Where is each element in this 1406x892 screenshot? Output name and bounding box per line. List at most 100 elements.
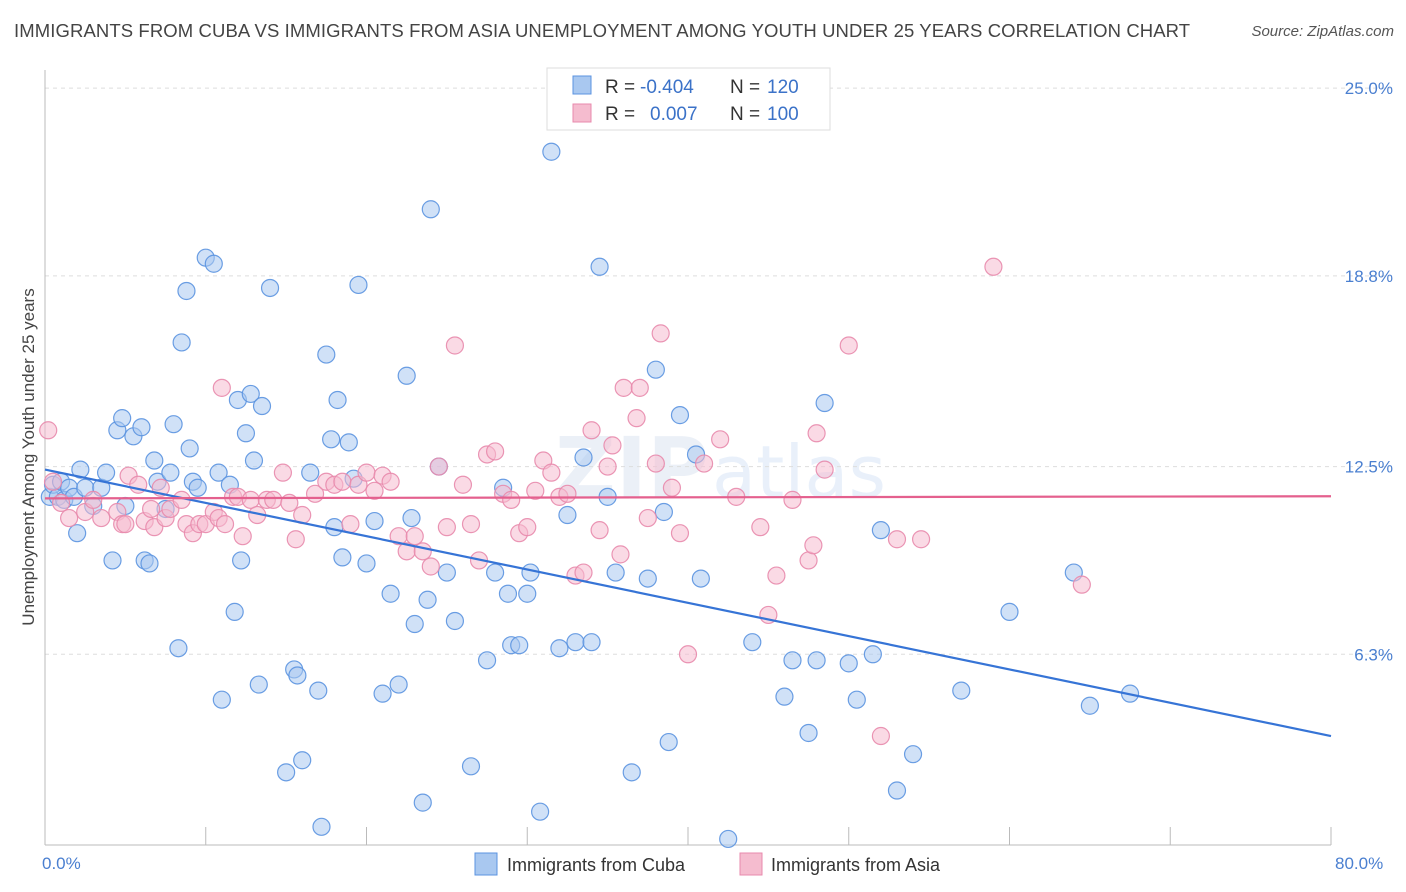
data-point — [646, 454, 665, 473]
data-point — [333, 548, 352, 567]
data-point — [418, 590, 437, 609]
stats-legend-r-value-cuba: -0.404 — [640, 77, 694, 98]
data-point — [871, 726, 891, 746]
data-point — [317, 345, 336, 364]
data-point — [241, 490, 260, 509]
data-point — [273, 463, 293, 482]
data-point — [333, 472, 352, 491]
data-point — [646, 360, 665, 379]
data-point — [241, 384, 260, 404]
data-point — [542, 463, 561, 482]
data-point — [531, 802, 550, 821]
data-point — [288, 666, 307, 685]
data-point — [236, 424, 256, 443]
data-point — [293, 751, 312, 770]
data-point — [614, 378, 633, 397]
data-point — [574, 563, 593, 582]
y-tick-label: 18.8% — [1345, 267, 1393, 286]
data-point — [783, 651, 802, 670]
data-point — [328, 390, 347, 410]
x-tick-label-min: 0.0% — [42, 854, 81, 873]
data-point — [301, 463, 320, 482]
data-point — [498, 584, 518, 603]
stats-legend-r-label-cuba: R = — [605, 77, 635, 98]
y-tick-label: 6.3% — [1354, 645, 1393, 664]
data-point — [518, 584, 537, 603]
data-point — [381, 584, 400, 603]
data-point — [694, 454, 714, 473]
data-point — [799, 551, 818, 570]
data-point — [365, 511, 384, 531]
data-point — [767, 566, 786, 585]
chart-title: IMMIGRANTS FROM CUBA VS IMMIGRANTS FROM … — [14, 20, 1191, 41]
data-point — [510, 636, 529, 655]
data-point — [582, 421, 601, 440]
data-point — [429, 457, 448, 476]
data-point — [807, 651, 826, 670]
y-tick-label: 25.0% — [1345, 79, 1393, 98]
data-point — [365, 481, 384, 500]
stats-legend-n-label-asia: N = — [730, 104, 760, 125]
stats-legend-n-value-cuba: 120 — [767, 77, 799, 98]
data-point — [783, 490, 802, 509]
data-point — [863, 645, 882, 664]
data-point — [815, 393, 834, 413]
data-point — [839, 654, 858, 673]
data-point — [161, 463, 180, 482]
data-point — [662, 478, 682, 497]
data-point — [405, 527, 424, 546]
data-points — [39, 142, 1140, 849]
series-legend-swatch-asia — [739, 852, 763, 876]
data-point — [309, 681, 328, 700]
data-point — [486, 563, 505, 582]
data-point — [461, 757, 481, 776]
data-point — [233, 527, 252, 546]
data-point — [606, 563, 625, 582]
data-point — [341, 515, 360, 534]
data-point — [630, 378, 649, 397]
data-point — [421, 200, 440, 219]
stats-legend-box — [546, 67, 831, 131]
data-point — [177, 281, 196, 301]
data-point — [188, 478, 207, 497]
data-point — [209, 463, 228, 482]
data-point — [132, 418, 151, 437]
stats-legend-n-label-cuba: N = — [730, 77, 760, 98]
data-point — [373, 684, 392, 703]
data-point — [521, 563, 540, 582]
data-point — [518, 518, 537, 537]
data-point — [141, 499, 161, 519]
stats-legend: R = -0.404 N = 120 R = 0.007 N = 100 — [546, 67, 831, 131]
data-point — [984, 257, 1003, 276]
data-point — [887, 781, 907, 800]
data-point — [445, 611, 465, 631]
data-point — [389, 675, 408, 694]
data-point — [212, 690, 231, 709]
data-point — [413, 542, 432, 561]
data-point — [357, 463, 376, 482]
stats-legend-n-value-asia: 100 — [767, 104, 799, 125]
data-point — [84, 490, 103, 509]
data-point — [461, 515, 481, 534]
stats-legend-r-value-asia: 0.007 — [650, 104, 698, 125]
data-point — [952, 681, 971, 700]
data-point — [357, 554, 376, 573]
data-point — [39, 421, 58, 440]
data-point — [252, 396, 272, 416]
data-point — [322, 430, 341, 449]
data-point — [574, 448, 593, 467]
data-point — [71, 460, 90, 479]
data-point — [804, 536, 823, 555]
stats-legend-swatch-cuba — [572, 75, 592, 95]
data-point — [225, 602, 244, 621]
data-point — [402, 508, 421, 528]
y-tick-labels: 6.3% 12.5% 18.8% 25.0% — [1345, 79, 1393, 664]
x-ticks — [44, 827, 1332, 845]
data-point — [405, 614, 424, 634]
data-point — [113, 409, 132, 428]
data-point — [397, 366, 416, 385]
data-point — [847, 690, 866, 709]
data-point — [582, 633, 601, 652]
data-point — [51, 493, 71, 513]
